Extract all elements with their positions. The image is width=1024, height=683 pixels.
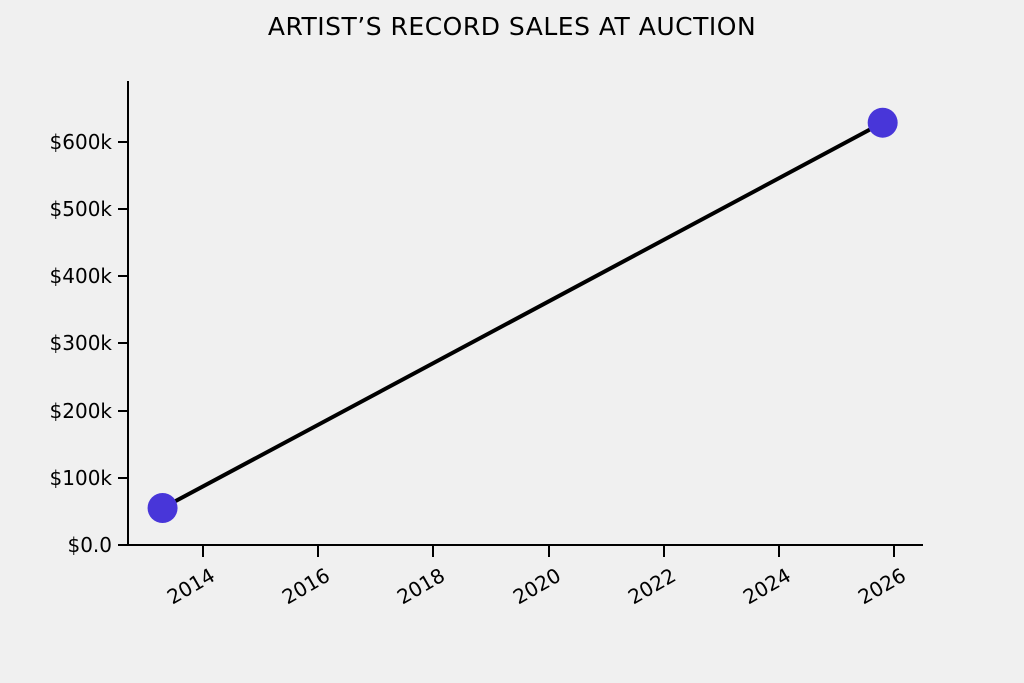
x-tick-mark <box>317 546 320 557</box>
y-tick-label: $600k <box>49 129 112 154</box>
data-point-marker <box>867 107 898 138</box>
y-tick-label: $400k <box>49 264 112 288</box>
x-tick-mark <box>432 546 435 557</box>
y-axis-spine <box>127 81 129 546</box>
x-tick-mark <box>662 546 665 557</box>
y-tick-label: $500k <box>49 196 112 221</box>
y-tick-mark <box>118 476 128 479</box>
x-axis-spine <box>127 544 923 546</box>
y-tick-mark <box>118 275 128 277</box>
data-point-marker <box>147 493 178 524</box>
y-tick-label: $0.0 <box>67 533 112 557</box>
y-tick-label: $100k <box>49 465 112 490</box>
chart-title: ARTIST’S RECORD SALES AT AUCTION <box>267 12 757 41</box>
y-tick-mark <box>118 409 128 412</box>
trend-line <box>160 120 885 511</box>
y-tick-mark <box>118 342 128 345</box>
x-tick-mark <box>201 546 204 557</box>
y-tick-mark <box>118 140 128 143</box>
y-tick-mark <box>118 207 128 210</box>
y-tick-mark <box>118 544 128 546</box>
y-tick-label: $200k <box>49 398 112 423</box>
y-tick-label: $300k <box>49 331 112 356</box>
x-tick-mark <box>893 546 896 557</box>
x-tick-mark <box>547 546 550 557</box>
x-tick-mark <box>777 546 780 557</box>
